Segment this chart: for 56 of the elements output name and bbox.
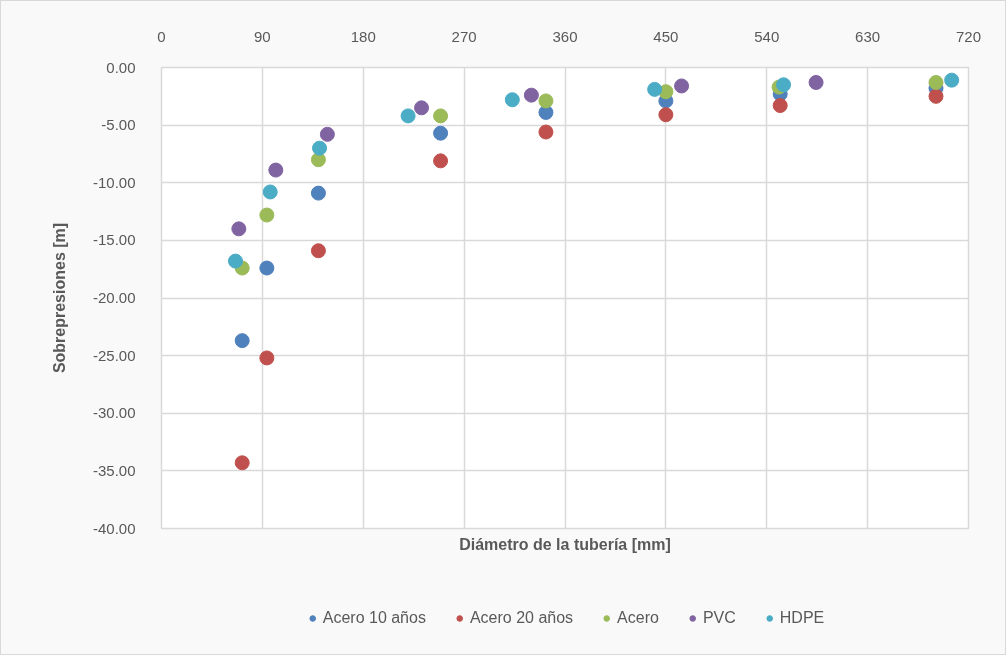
point	[538, 93, 554, 109]
point	[928, 88, 944, 104]
legend-label: Acero	[617, 609, 659, 627]
x-tick-label: 540	[754, 27, 780, 45]
point	[310, 243, 326, 259]
x-tick-label: 90	[254, 27, 271, 45]
x-tick-label: 180	[350, 27, 376, 45]
legend-label: PVC	[702, 609, 736, 627]
point	[433, 153, 449, 169]
x-tick-label: 630	[855, 27, 881, 45]
point	[400, 108, 416, 124]
x-axis-title: Diámetro de la tubería [mm]	[459, 535, 671, 553]
x-tick-label: 450	[653, 27, 679, 45]
point	[433, 108, 449, 124]
point	[319, 126, 335, 142]
y-tick-label: -40.00	[92, 519, 136, 537]
legend-label: HDPE	[779, 609, 825, 627]
point	[647, 81, 663, 97]
y-tick-label: -30.00	[92, 404, 136, 422]
point	[414, 100, 430, 116]
point	[504, 92, 520, 108]
point	[234, 333, 250, 349]
point	[234, 455, 250, 471]
point	[259, 260, 275, 276]
legend-label: Acero 20 años	[469, 609, 574, 627]
point	[772, 98, 788, 114]
point	[674, 78, 690, 94]
point	[310, 185, 326, 201]
x-tick-label: 270	[451, 27, 477, 45]
point	[231, 221, 247, 237]
point	[523, 87, 539, 103]
y-tick-label: -5.00	[101, 116, 136, 134]
x-tick-label: 0	[157, 27, 166, 45]
point	[262, 184, 278, 200]
point	[259, 207, 275, 223]
point	[312, 140, 328, 156]
point	[928, 75, 944, 90]
y-axis-title: Sobrepresiones [m]	[50, 222, 68, 374]
y-tick-label: -35.00	[92, 461, 136, 479]
y-tick-label: -25.00	[92, 346, 136, 364]
point	[944, 72, 960, 88]
point	[268, 162, 284, 178]
point	[658, 107, 674, 123]
y-tick-label: -15.00	[92, 231, 136, 249]
legend-label: Acero 10 años	[322, 609, 426, 627]
point	[776, 77, 792, 93]
point	[259, 350, 275, 366]
x-tick-label: 720	[955, 27, 982, 45]
point	[808, 75, 824, 90]
y-tick-label: 0.00	[106, 58, 136, 76]
point	[433, 125, 449, 141]
point	[227, 253, 243, 269]
y-tick-label: -10.00	[92, 173, 136, 191]
point	[538, 124, 554, 140]
x-tick-label: 360	[552, 27, 578, 45]
y-tick-label: -20.00	[92, 289, 136, 306]
